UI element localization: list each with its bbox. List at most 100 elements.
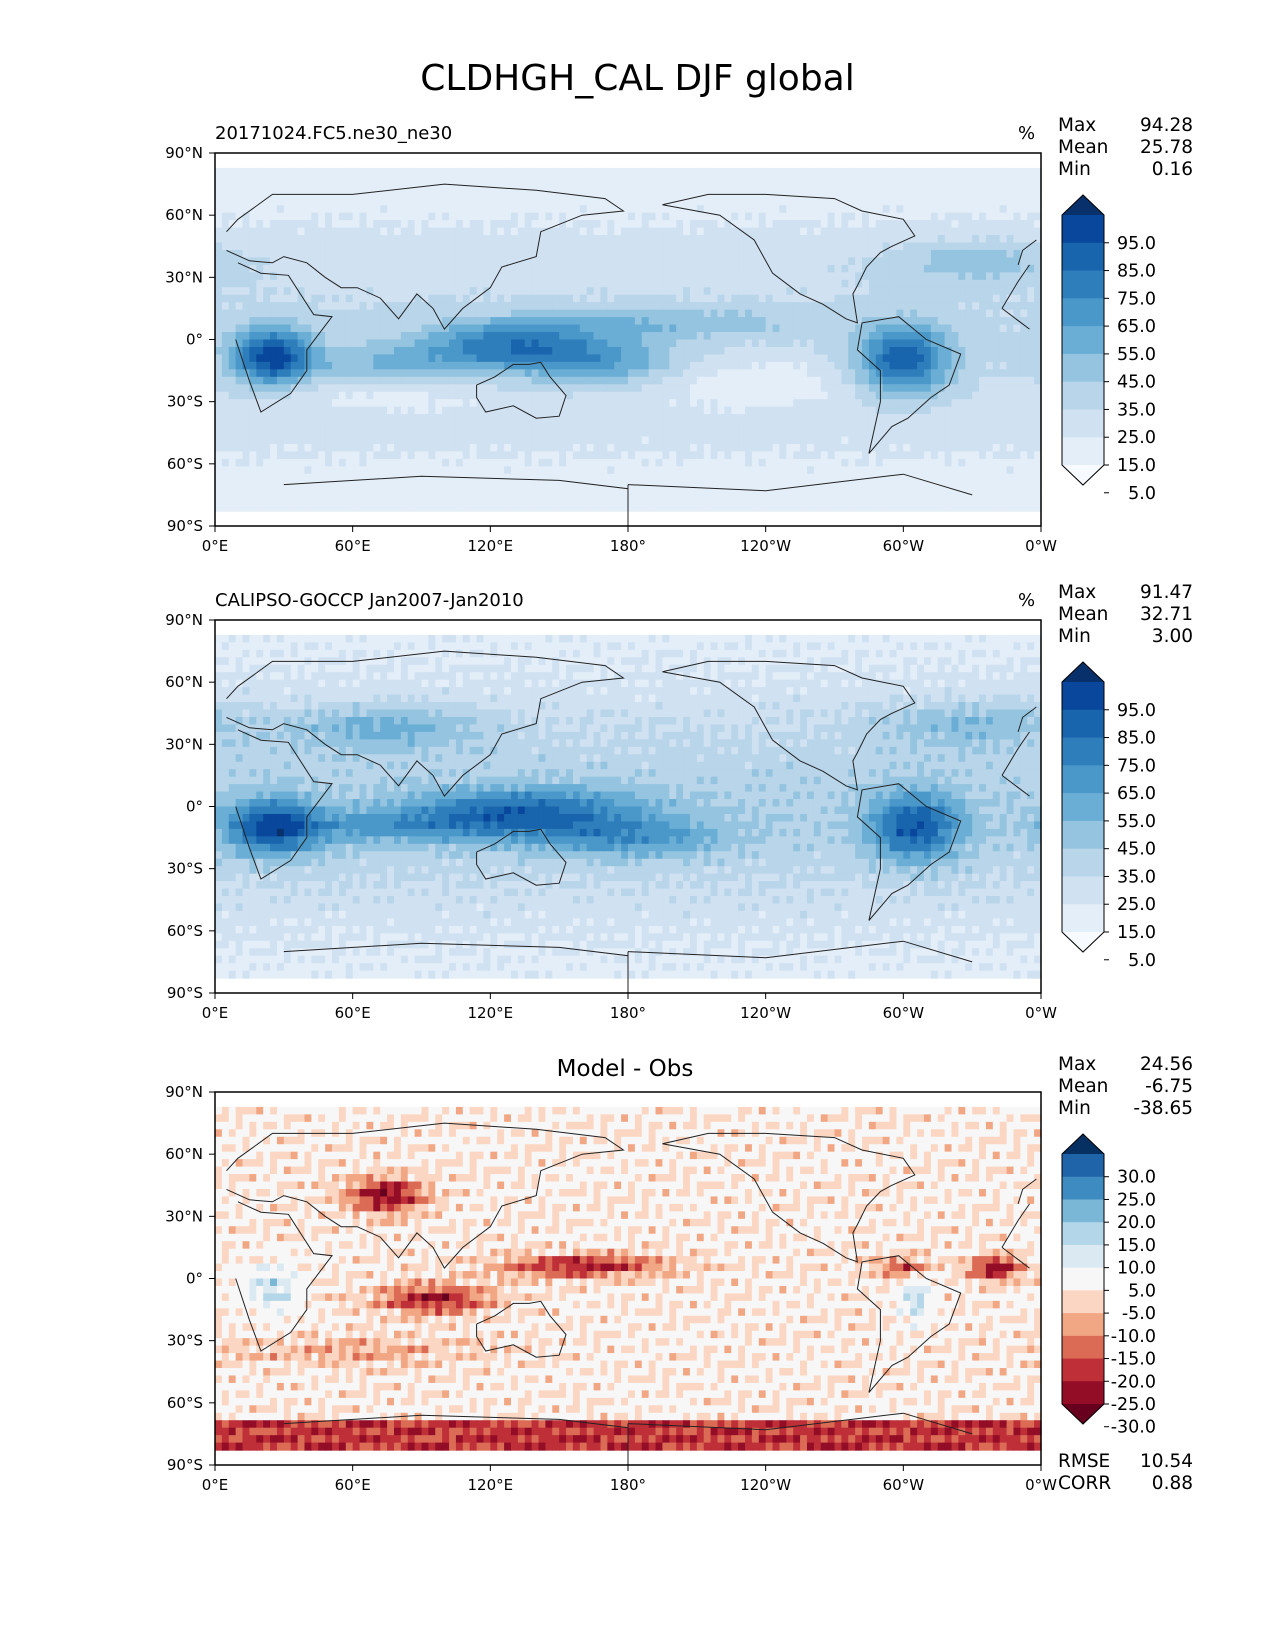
colorbar-label: 75.0 [1117,289,1156,309]
lon-tick-label: 120°W [740,1476,791,1494]
panel-title: CALIPSO-GOCCP Jan2007-Jan2010 [215,590,524,611]
stat-label: Mean [1058,137,1109,158]
colorbar-label: 5.0 [1128,1281,1156,1301]
stat-label: Mean [1058,1076,1109,1097]
lat-tick-label: 90°S [167,517,203,535]
stat-value: 94.28 [1140,115,1193,136]
stat-value: -6.75 [1145,1076,1193,1097]
lon-tick-label: 60°W [883,1004,925,1022]
lat-tick-label: 60°S [167,922,203,940]
contour-field [215,167,1042,512]
stat-value: -38.65 [1133,1098,1193,1119]
stat-row: Min -38.65 [1058,1098,1193,1120]
lon-tick-label: 120°E [468,537,514,555]
colorbar-label: -20.0 [1111,1372,1156,1392]
colorbar-label: 20.0 [1117,1213,1156,1233]
lon-tick-label: 180° [610,1476,646,1494]
lon-tick-label: 120°W [740,1004,791,1022]
lon-tick-label: 120°W [740,537,791,555]
lon-tick-label: 60°W [883,1476,925,1494]
coastlines [226,650,1037,993]
error-stats-box: RMSE 10.54 CORR 0.88 [1058,1451,1193,1495]
lat-tick-label: 30°N [165,735,203,753]
colorbar-label: -10.0 [1111,1327,1156,1347]
units-label: % [1018,590,1036,611]
contour-field [215,634,1042,979]
stat-row: Max 91.47 [1058,582,1193,604]
figure-title: CLDHGH_CAL DJF global [420,58,855,99]
colorbar-label: 45.0 [1117,373,1156,393]
colorbar-label: -30.0 [1111,1418,1156,1438]
stat-label: Min [1058,1098,1091,1119]
stat-label: Max [1058,1054,1097,1075]
lat-tick-label: 60°N [165,1145,203,1163]
stat-value: 0.16 [1151,159,1193,180]
lon-tick-label: 0°W [1025,1004,1057,1022]
contour-field [215,1106,1042,1451]
colorbar-label: 35.0 [1117,400,1156,420]
stat-label: Max [1058,582,1097,603]
stat-label: Min [1058,626,1091,647]
stats-box: Max 94.28 Mean 25.78 Min 0.16 [1058,115,1193,181]
colorbar-label: 5.0 [1128,484,1156,504]
map-svg: 90°N 60°N 30°N 0° 30°S 60°S 90°S 0°E 60°E 120°E 18… [165,611,1156,1022]
stat-value: 32.71 [1140,604,1193,625]
colorbar-label: 45.0 [1117,840,1156,860]
colorbar-label: 75.0 [1117,756,1156,776]
lat-tick-label: 0° [186,1270,203,1288]
colorbar: 95.0 85.0 75.0 65.0 55.0 45.0 35.0 25.0 15.0 5.0 [1061,194,1156,504]
stat-row: CORR 0.88 [1058,1473,1193,1495]
stat-row: Min 3.00 [1058,626,1193,648]
colorbar-label: 85.0 [1117,262,1156,282]
stat-row: Mean 32.71 [1058,604,1193,626]
stat-label: Mean [1058,604,1109,625]
colorbar-label: 95.0 [1117,234,1156,254]
colorbar-label: -25.0 [1111,1395,1156,1415]
colorbar-label: 95.0 [1117,701,1156,721]
stat-row: Min 0.16 [1058,159,1193,181]
stat-value: 3.00 [1151,626,1193,647]
colorbar-label: 10.0 [1117,1259,1156,1279]
colorbar-label: 15.0 [1117,456,1156,476]
lat-tick-label: 0° [186,331,203,349]
stat-row: Mean -6.75 [1058,1076,1193,1098]
colorbar-label: 65.0 [1117,784,1156,804]
lat-tick-label: 90°N [165,144,203,162]
lat-tick-label: 90°N [165,611,203,629]
lat-tick-label: 90°S [167,1456,203,1474]
colorbar-label: 15.0 [1117,1236,1156,1256]
colorbar-label: 25.0 [1117,895,1156,915]
stat-value: 25.78 [1140,137,1193,158]
lon-tick-label: 120°E [468,1004,514,1022]
lat-tick-label: 60°N [165,206,203,224]
stat-label: Min [1058,159,1091,180]
panel-title: Model - Obs [556,1056,694,1082]
lat-tick-label: 30°N [165,268,203,286]
stat-row: Max 24.56 [1058,1054,1193,1076]
stat-value: 10.54 [1140,1451,1193,1472]
lon-tick-label: 180° [610,1004,646,1022]
colorbar: 30.025.0 20.0 15.0 10.05.0 -5.0 -10.0 -15.0-20… [1061,1133,1156,1438]
lon-tick-label: 0°E [202,1476,229,1494]
colorbar-label: 25.0 [1117,428,1156,448]
colorbar-label: 85.0 [1117,729,1156,749]
colorbar-label: 35.0 [1117,867,1156,887]
colorbar-label: -5.0 [1122,1304,1156,1324]
colorbar-label: 65.0 [1117,317,1156,337]
colorbar-label: 55.0 [1117,812,1156,832]
stat-label: RMSE [1058,1451,1111,1472]
lat-tick-label: 30°S [167,860,203,878]
coastlines [226,1122,1037,1465]
map-svg: 90°N 60°N 30°N 0° 30°S 60°S 90°S 0°E 60°E 120°E 18… [165,1083,1156,1494]
stat-label: Max [1058,115,1097,136]
colorbar-label: 25.0 [1117,1190,1156,1210]
lon-tick-label: 120°E [468,1476,514,1494]
stat-value: 91.47 [1140,582,1193,603]
lon-tick-label: 0°W [1025,1476,1057,1494]
lon-tick-label: 0°E [202,537,229,555]
lat-tick-label: 0° [186,798,203,816]
stat-value: 24.56 [1140,1054,1193,1075]
lon-tick-label: 0°W [1025,537,1057,555]
lon-tick-label: 180° [610,537,646,555]
coastlines [226,183,1037,526]
